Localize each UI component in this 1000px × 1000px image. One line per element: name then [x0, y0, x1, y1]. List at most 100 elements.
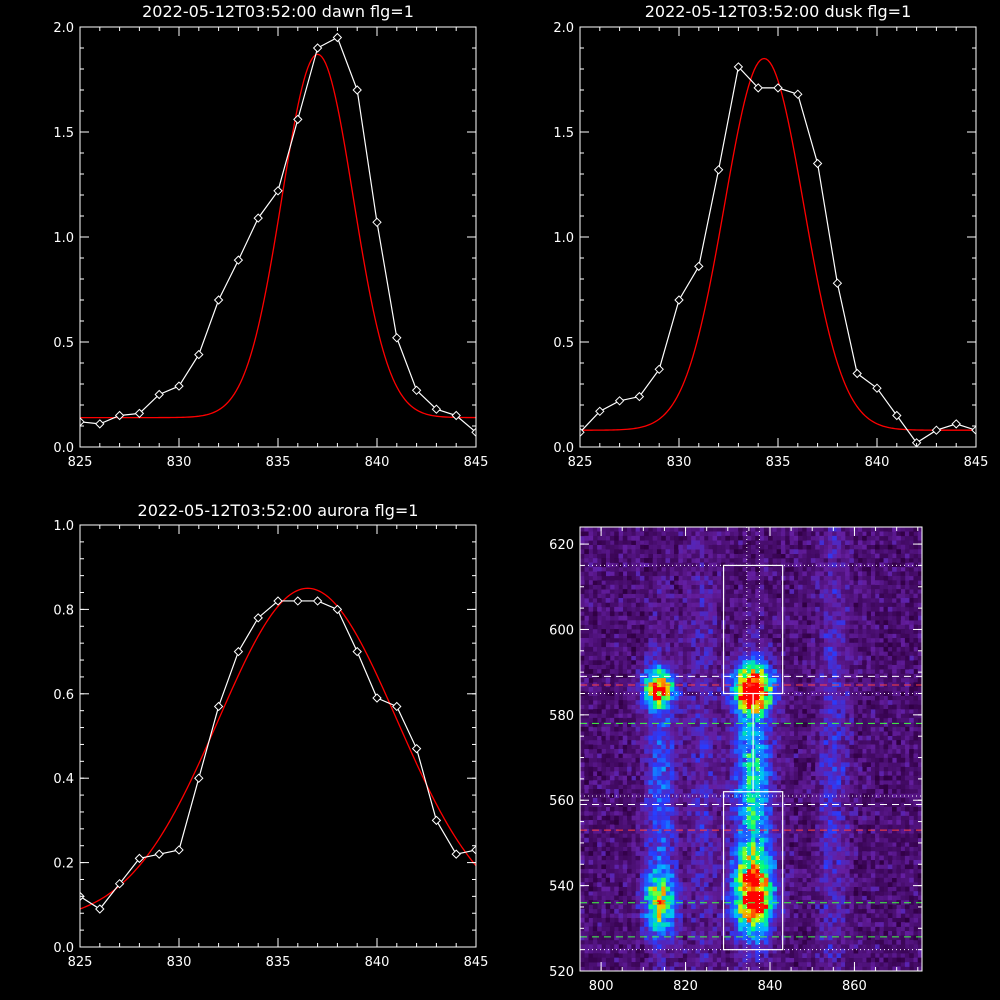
- heatmap-cells: [836, 811, 842, 816]
- heatmap-cells: [755, 860, 760, 865]
- y-tick-label: 1.0: [553, 231, 574, 246]
- heatmap-cells: [759, 864, 765, 870]
- panel-dawn: 2022-05-12T03:52:00 dawn flg=1 825 830 835…: [53, 2, 488, 470]
- heatmap-cells: [755, 851, 760, 856]
- heatmap-cells: [759, 886, 765, 892]
- heatmap-cells: [746, 704, 752, 710]
- heatmap-cells: [759, 842, 765, 847]
- heatmap-cells: [755, 917, 760, 923]
- heatmap-cells: [742, 766, 748, 772]
- heatmap-cells: [588, 535, 922, 954]
- heatmap-cells: [661, 908, 666, 914]
- heatmap-cells: [755, 780, 760, 785]
- heatmap-cells: [738, 886, 743, 892]
- panel-dusk: 2022-05-12T03:52:00 dusk flg=1 825 830 835…: [553, 2, 988, 470]
- y-tick-label: 0.5: [553, 336, 574, 351]
- heatmap-cells: [755, 864, 760, 870]
- heatmap-cells: [755, 709, 760, 714]
- data-point: [312, 43, 323, 53]
- heatmap-cells: [759, 806, 765, 812]
- heatmap-cells: [738, 744, 743, 750]
- heatmap-cells: [751, 664, 756, 670]
- heatmap-cells: [763, 762, 769, 768]
- heatmap-cells: [768, 686, 773, 692]
- heatmap-cells: [665, 904, 671, 910]
- heatmap-cells: [661, 877, 666, 883]
- y-tick-label: 560: [549, 794, 574, 809]
- y-tick-label: 540: [549, 880, 574, 895]
- heatmap-cells: [738, 704, 743, 710]
- heatmap-cells: [755, 669, 760, 674]
- heatmap-cells: [751, 926, 756, 932]
- heatmap-cells: [751, 806, 756, 812]
- heatmap-cells: [746, 753, 752, 759]
- heatmap-cells: [768, 886, 773, 892]
- heatmap-cells: [751, 815, 756, 821]
- heatmap-cells: [738, 926, 743, 932]
- data-point: [471, 845, 476, 855]
- data-point: [773, 83, 783, 93]
- heatmap-cells: [656, 677, 662, 683]
- heatmap-cells: [755, 731, 760, 736]
- heatmap-cells: [738, 806, 760, 830]
- heatmap-cells: [746, 811, 752, 816]
- heatmap-cells: [644, 655, 649, 661]
- heatmap-cells: [746, 784, 752, 790]
- data-point: [451, 849, 461, 859]
- heatmap-cells: [755, 717, 760, 723]
- heatmap-cells: [738, 908, 743, 914]
- heatmap-cells: [742, 882, 748, 887]
- heatmap-cells: [648, 891, 653, 896]
- heatmap-cells: [746, 762, 752, 768]
- heatmap-cells: [917, 873, 922, 879]
- heatmap-cells: [614, 820, 619, 825]
- heatmap-cells: [759, 664, 765, 670]
- data-point: [654, 364, 664, 375]
- heatmap-cells: [601, 549, 914, 967]
- heatmap-cells: [746, 797, 752, 803]
- heatmap-cells: [759, 837, 765, 843]
- heatmap-cells: [751, 922, 756, 927]
- heatmap-cells: [584, 531, 919, 958]
- heatmap-cells: [588, 562, 880, 971]
- heatmap-cells: [665, 695, 671, 701]
- heatmap-cells: [644, 673, 675, 879]
- heatmap-cells: [751, 842, 756, 847]
- heatmap-cells: [746, 882, 752, 887]
- heatmap-cells: [742, 726, 748, 732]
- data-point: [293, 114, 303, 125]
- y-tick-label: 580: [549, 709, 574, 724]
- heatmap-cells: [772, 700, 777, 705]
- heatmap-cells: [746, 913, 752, 919]
- data-point: [451, 410, 461, 421]
- heatmap-cells: [751, 908, 756, 914]
- y-tick-label: 0.0: [53, 441, 74, 456]
- heatmap-cells: [742, 757, 765, 785]
- data-point: [892, 410, 902, 421]
- heatmap-cells: [742, 846, 748, 852]
- heatmap-cells: [661, 882, 666, 887]
- heatmap-cells: [652, 913, 658, 919]
- data-point: [352, 646, 362, 657]
- heatmap-cells: [652, 877, 658, 883]
- heatmap-cells: [746, 673, 752, 679]
- heatmap-cells: [772, 851, 777, 856]
- heatmap-cells: [759, 700, 765, 705]
- plot-area: [80, 32, 476, 438]
- heatmap-cells: [738, 731, 743, 736]
- x-tick-label: 840: [365, 455, 390, 470]
- heatmap-cells: [751, 851, 756, 856]
- heatmap-cells: [751, 797, 756, 803]
- data-point: [392, 701, 402, 712]
- data-point: [931, 425, 942, 435]
- heatmap-cells: [763, 700, 769, 705]
- heatmap-cells: [759, 695, 765, 701]
- data-point: [174, 845, 184, 855]
- heatmap-cells: [738, 677, 743, 683]
- heatmap-cells: [755, 873, 760, 879]
- heatmap-cells: [733, 815, 739, 821]
- heatmap-cells: [580, 527, 914, 967]
- plot-area: [580, 57, 976, 447]
- y-tick-label: 0.0: [53, 941, 74, 956]
- x-tick-label: 800: [589, 979, 614, 994]
